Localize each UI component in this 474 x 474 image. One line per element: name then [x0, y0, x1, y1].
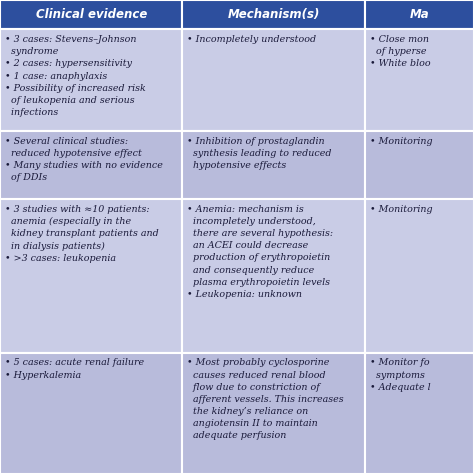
Text: • Monitoring: • Monitoring [370, 205, 432, 214]
Bar [365, 353, 474, 474]
Bar [182, 353, 365, 474]
Text: Ma: Ma [410, 8, 429, 21]
Text: Clinical evidence: Clinical evidence [36, 8, 147, 21]
Text: • Anemia: mechanism is
  incompletely understood,
  there are several hypothesis: • Anemia: mechanism is incompletely unde… [187, 205, 333, 299]
Bar [0, 353, 182, 474]
Text: Mechanism(s): Mechanism(s) [228, 8, 320, 21]
Bar [0, 131, 182, 199]
Bar [365, 199, 474, 353]
Text: • Several clinical studies:
  reduced hypotensive effect
• Many studies with no : • Several clinical studies: reduced hypo… [5, 137, 163, 182]
Bar [0, 29, 182, 131]
Bar [365, 131, 474, 199]
Bar [365, 0, 474, 29]
Bar [0, 0, 182, 29]
Text: • Inhibition of prostaglandin
  synthesis leading to reduced
  hypotensive effec: • Inhibition of prostaglandin synthesis … [187, 137, 332, 170]
Bar [182, 0, 365, 29]
Text: • Incompletely understood: • Incompletely understood [187, 35, 316, 44]
Text: • Most probably cyclosporine
  causes reduced renal blood
  flow due to constric: • Most probably cyclosporine causes redu… [187, 358, 344, 440]
Text: • Monitor fo
  symptoms 
• Adequate l: • Monitor fo symptoms • Adequate l [370, 358, 430, 392]
Bar [182, 131, 365, 199]
Text: • Close mon
  of hyperse
• White bloo: • Close mon of hyperse • White bloo [370, 35, 430, 68]
Bar [182, 199, 365, 353]
Text: • 3 cases: Stevens–Johnson
  syndrome
• 2 cases: hypersensitivity
• 1 case: anap: • 3 cases: Stevens–Johnson syndrome • 2 … [5, 35, 146, 117]
Text: • 3 studies with ≈10 patients:
  anemia (especially in the
  kidney transplant p: • 3 studies with ≈10 patients: anemia (e… [5, 205, 158, 263]
Text: • Monitoring: • Monitoring [370, 137, 432, 146]
Bar [365, 29, 474, 131]
Bar [182, 29, 365, 131]
Text: • 5 cases: acute renal failure
• Hyperkalemia: • 5 cases: acute renal failure • Hyperka… [5, 358, 144, 380]
Bar [0, 199, 182, 353]
